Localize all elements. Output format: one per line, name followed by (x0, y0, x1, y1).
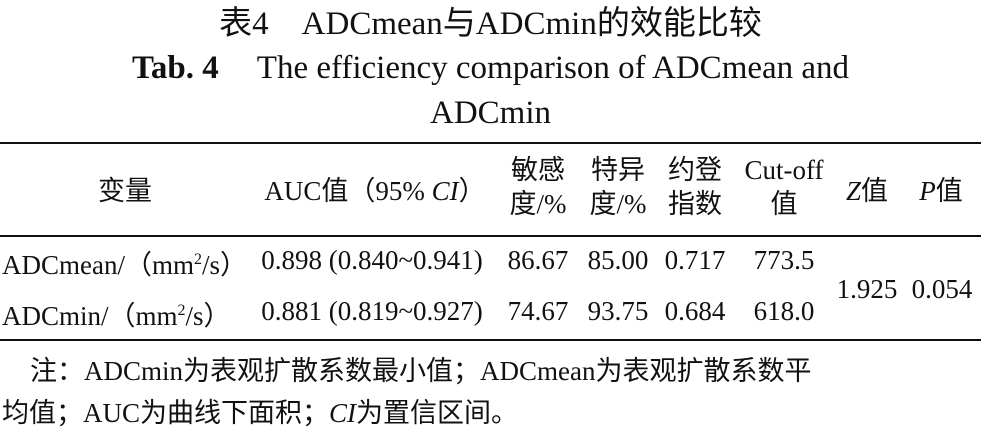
row1-sensitivity: 86.67 (507, 245, 569, 275)
header-p-suffix: 值 (935, 176, 963, 206)
header-youden-line1: 约登 (668, 155, 722, 185)
header-z-symbol: Z (845, 176, 862, 206)
row2-variable-prefix: ADCmin/（mm (2, 301, 178, 331)
row1-variable: ADCmean/（mm2/s） (2, 243, 247, 282)
header-cutoff-line2: 值 (770, 189, 798, 219)
table-note-line2-ci: CI (329, 398, 357, 428)
table-header-rule (0, 235, 981, 237)
row2-youden: 0.684 (664, 296, 726, 326)
header-auc-ci: CI (431, 176, 459, 206)
row2-sensitivity: 74.67 (507, 296, 569, 326)
header-z-suffix: 值 (861, 176, 889, 206)
table-note-line2-b: 为置信区间。 (356, 398, 519, 428)
table-title-english-line1: The efficiency comparison of ADCmean and (256, 50, 850, 86)
z-value: 1.925 (836, 274, 898, 304)
header-auc: AUC值（95% CI） (255, 174, 495, 208)
row2-variable: ADCmin/（mm2/s） (2, 294, 231, 333)
row1-youden: 0.717 (664, 245, 726, 275)
row2-specificity: 93.75 (587, 296, 649, 326)
table-title-english-line2: ADCmin (429, 95, 551, 131)
header-specificity-line1: 特异 (591, 155, 645, 185)
header-variable: 变量 (98, 176, 152, 206)
header-p-symbol: P (919, 176, 936, 206)
row1-cutoff: 773.5 (753, 245, 815, 275)
header-auc-close: ） (458, 176, 486, 206)
header-cutoff-line1: Cut-off (744, 155, 824, 185)
row2-variable-sup: 2 (177, 302, 186, 319)
header-sensitivity-line2: 度/% (509, 189, 567, 219)
header-z: Z值 (834, 174, 900, 208)
table-note-line2-a: 均值；AUC为曲线下面积； (2, 398, 330, 428)
table-number-label: Tab. 4 (131, 50, 219, 86)
header-cutoff: Cut-off 值 (738, 153, 830, 221)
row1-auc: 0.898 (0.840~0.941) (261, 245, 483, 275)
table-title-chinese: 表4 ADCmean与ADCmin的效能比较 (219, 6, 762, 42)
header-specificity-line2: 度/% (589, 189, 647, 219)
row1-variable-sup: 2 (193, 251, 202, 268)
table-top-rule (0, 142, 981, 144)
row1-variable-suffix: /s） (201, 250, 247, 280)
header-specificity: 特异度/% (582, 153, 654, 221)
header-youden: 约登 指数 (660, 153, 730, 221)
p-value: 0.054 (911, 274, 973, 304)
header-sensitivity-line1: 敏感 (511, 155, 565, 185)
row1-specificity: 85.00 (587, 245, 649, 275)
row2-cutoff: 618.0 (753, 296, 815, 326)
table-note-line2: 均值；AUC为曲线下面积；CI为置信区间。 (2, 393, 518, 433)
header-p: P值 (908, 174, 974, 208)
header-youden-line2: 指数 (668, 189, 722, 219)
row2-variable-suffix: /s） (185, 301, 231, 331)
header-auc-label: AUC值（95% (264, 176, 432, 206)
table-note-line1: 注：ADCmin为表观扩散系数最小值；ADCmean为表观扩散系数平 (30, 356, 812, 386)
row1-variable-prefix: ADCmean/（mm (2, 250, 194, 280)
table-bottom-rule (0, 339, 981, 341)
row2-auc: 0.881 (0.819~0.927) (261, 296, 483, 326)
table-title-english: Tab. 4 The efficiency comparison of ADCme… (0, 48, 981, 88)
header-sensitivity: 敏感度/% (502, 153, 574, 221)
